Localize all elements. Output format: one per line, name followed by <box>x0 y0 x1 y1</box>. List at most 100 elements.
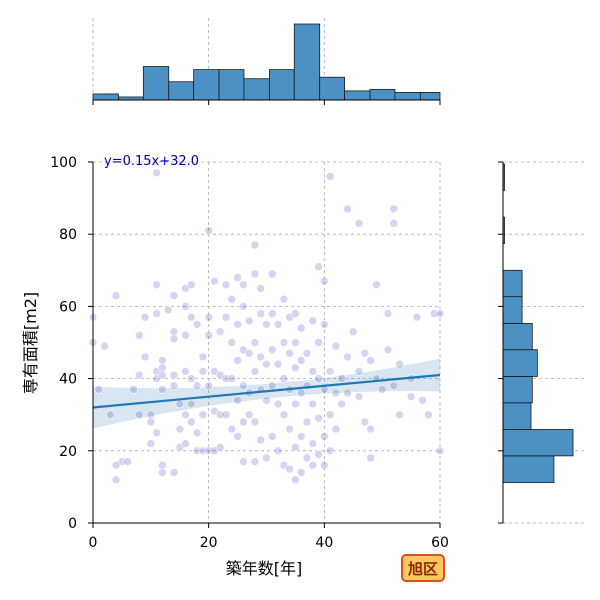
scatter-point-82 <box>233 320 242 329</box>
scatter-point-3 <box>94 385 104 394</box>
scatter-point-103 <box>256 309 266 318</box>
scatter-point-9 <box>123 457 132 466</box>
x-axis-label: 築年数[年] <box>226 559 303 578</box>
scatter-point-15 <box>140 352 150 362</box>
scatter-point-131 <box>291 338 300 347</box>
area-badge-box <box>401 554 445 582</box>
scatter-point-39 <box>175 399 185 409</box>
scatter-point-28 <box>158 385 167 394</box>
scatter-point-175 <box>354 392 364 401</box>
y-tick-label-4: 80 <box>59 227 77 243</box>
scatter-point-197 <box>435 309 445 318</box>
scatter-point-80 <box>227 424 237 434</box>
scatter-point-7 <box>111 460 121 470</box>
scatter-point-174 <box>354 367 364 376</box>
scatter-point-101 <box>250 457 260 466</box>
scatter-point-156 <box>319 320 329 329</box>
scatter-point-61 <box>204 312 213 322</box>
scatter-point-152 <box>314 374 323 383</box>
scatter-point-141 <box>302 348 312 358</box>
scatter-point-58 <box>198 410 208 420</box>
scatter-point-91 <box>239 457 248 466</box>
scatter-point-40 <box>175 424 185 434</box>
scatter-point-79 <box>227 374 237 383</box>
scatter-point-177 <box>360 417 370 427</box>
scatter-point-110 <box>262 453 271 463</box>
scatter-point-176 <box>360 348 370 358</box>
scatter-point-18 <box>146 439 156 448</box>
scatter-point-108 <box>262 359 271 369</box>
top-hist-bar-10 <box>344 90 371 101</box>
scatter-point-113 <box>267 345 277 355</box>
scatter-point-14 <box>140 312 150 322</box>
scatter-point-69 <box>215 327 225 337</box>
scatter-point-63 <box>204 381 213 391</box>
top-hist-bar-0 <box>92 93 119 101</box>
y-tick-label-5: 100 <box>50 155 77 171</box>
scatter-point-126 <box>285 348 294 358</box>
scatter-point-29 <box>158 460 167 470</box>
right-hist-bar-1 <box>502 429 574 457</box>
x-tick-label-0: 0 <box>89 535 98 551</box>
scatter-point-17 <box>146 417 156 427</box>
scatter-point-90 <box>239 417 248 427</box>
scatter-point-100 <box>250 417 260 427</box>
top-hist-bar-4 <box>193 69 220 101</box>
scatter-point-48 <box>187 312 196 322</box>
scatter-point-190 <box>395 410 404 420</box>
scatter-point-168 <box>337 399 347 409</box>
area-badge-label: 旭区 <box>407 560 438 578</box>
scatter-point-12 <box>135 370 144 380</box>
scatter-point-128 <box>285 424 294 434</box>
scatter-point-119 <box>273 446 283 456</box>
scatter-point-138 <box>296 388 306 398</box>
scatter-point-114 <box>267 381 277 391</box>
confidence-band <box>93 358 440 429</box>
scatter-point-170 <box>343 352 352 362</box>
scatter-point-116 <box>273 320 283 329</box>
regression-line <box>92 373 441 409</box>
scatter-point-10 <box>129 385 138 394</box>
top-hist-bar-12 <box>394 92 421 101</box>
scatter-point-36 <box>169 381 179 391</box>
area-badge: 旭区 <box>401 554 445 582</box>
scatter-point-25 <box>158 356 167 365</box>
scatter-point-74 <box>221 312 231 322</box>
scatter-point-169 <box>343 204 352 214</box>
scatter-point-44 <box>181 367 190 376</box>
top-hist-bar-9 <box>319 76 345 101</box>
scatter-point-77 <box>227 294 237 304</box>
scatter-point-37 <box>169 468 179 477</box>
right-histogram <box>498 161 585 524</box>
right-hist-bar-3 <box>502 376 533 404</box>
scatter-point-143 <box>302 417 312 427</box>
scatter-point-2 <box>100 341 109 351</box>
scatter-point-11 <box>135 410 144 420</box>
top-hist-bar-8 <box>293 23 321 101</box>
scatter-point-154 <box>314 450 323 459</box>
scatter-point-120 <box>279 294 289 304</box>
scatter-point-164 <box>331 341 341 351</box>
top-hist-bar-6 <box>243 78 270 101</box>
scatter-point-180 <box>366 453 375 463</box>
scatter-point-117 <box>273 359 283 369</box>
scatter-point-194 <box>418 395 427 405</box>
scatter-point-183 <box>377 385 387 394</box>
scatter-point-136 <box>296 323 306 333</box>
scatter-point-76 <box>221 410 231 420</box>
top-hist-bar-2 <box>142 66 170 101</box>
scatter-point-102 <box>256 284 266 293</box>
scatter-point-49 <box>187 374 196 383</box>
scatter-point-33 <box>169 327 179 337</box>
scatter-point-54 <box>192 428 202 438</box>
scatter-point-97 <box>250 269 260 279</box>
scatter-point-167 <box>337 374 347 383</box>
y-tick-label-1: 20 <box>59 444 77 460</box>
scatter-point-195 <box>424 410 433 420</box>
scatter-point-198 <box>435 446 445 456</box>
scatter-point-50 <box>187 399 196 409</box>
main-axes: 0 20 40 60 0 20 40 60 80 100 <box>50 155 449 551</box>
scatter-point-96 <box>250 240 260 250</box>
scatter-point-104 <box>256 352 266 362</box>
